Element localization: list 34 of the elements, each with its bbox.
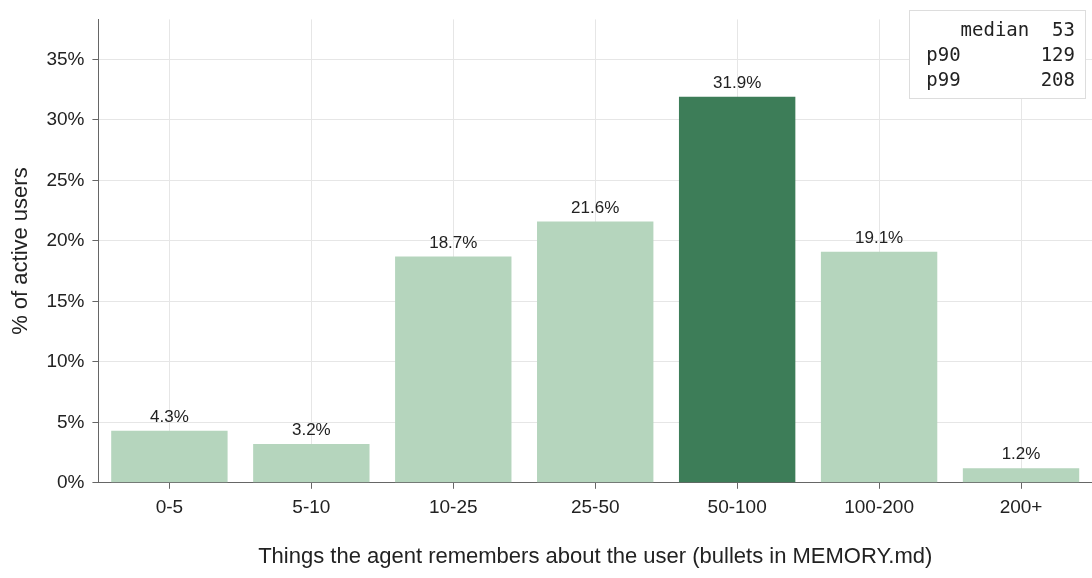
y-tick-label: 35% bbox=[46, 47, 85, 69]
annotation: p99 208 bbox=[926, 68, 1075, 90]
annotation: p90 129 bbox=[926, 43, 1075, 65]
x-tick-label: 50-100 bbox=[707, 496, 767, 518]
data-label: 21.6% bbox=[571, 197, 620, 217]
x-tick-label: 100-200 bbox=[844, 496, 914, 518]
y-tick-label: 15% bbox=[46, 289, 85, 311]
bar bbox=[962, 468, 1080, 483]
bar bbox=[820, 251, 938, 483]
y-tick-label: 10% bbox=[46, 350, 85, 372]
y-tick-label: 5% bbox=[56, 410, 85, 432]
data-label: 4.3% bbox=[150, 406, 189, 426]
x-tick-label: 25-50 bbox=[570, 496, 620, 518]
data-label: 31.9% bbox=[713, 73, 762, 93]
bar bbox=[111, 430, 228, 483]
y-tick-label: 0% bbox=[56, 471, 85, 493]
bar bbox=[253, 444, 370, 483]
data-label: 1.2% bbox=[1001, 444, 1041, 464]
x-tick-label: 0-5 bbox=[155, 496, 184, 518]
bar bbox=[537, 221, 654, 483]
data-label: 18.7% bbox=[429, 232, 478, 252]
data-label: 19.1% bbox=[854, 227, 904, 247]
data-label: 3.2% bbox=[291, 420, 331, 440]
x-tick-label: 200+ bbox=[999, 496, 1043, 518]
y-tick-label: 25% bbox=[46, 168, 85, 190]
y-tick-label: 30% bbox=[46, 108, 85, 130]
x-tick-label: 10-25 bbox=[428, 496, 478, 518]
annotation: median 53 bbox=[960, 18, 1075, 40]
bar bbox=[395, 256, 512, 483]
y-tick-label: 20% bbox=[46, 229, 85, 251]
x-axis-title: Things the agent remembers about the user (bullets in MEMORY.md) bbox=[258, 542, 933, 568]
y-axis-title: % of active users bbox=[7, 167, 33, 335]
x-tick-label: 5-10 bbox=[292, 496, 331, 518]
bar bbox=[678, 96, 796, 483]
